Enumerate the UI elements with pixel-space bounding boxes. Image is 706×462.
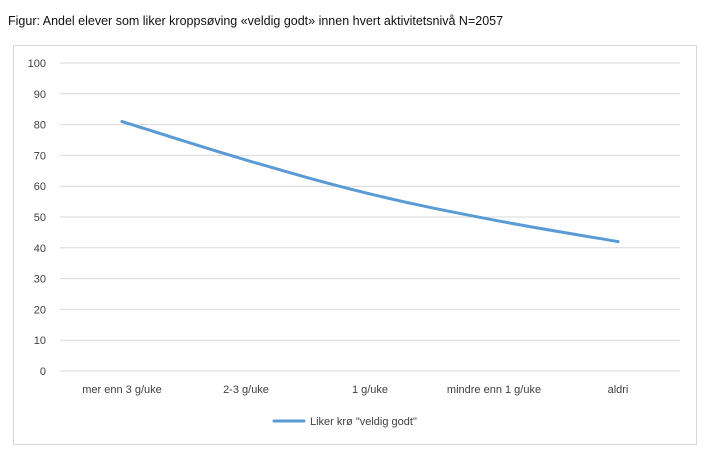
y-axis-ticks: 0 10 20 30 40 50 60 70 80 90 100 xyxy=(28,58,46,378)
x-axis-ticks: mer enn 3 g/uke 2-3 g/uke 1 g/uke mindre en… xyxy=(82,384,628,396)
y-tick-label: 60 xyxy=(34,181,46,193)
y-tick-label: 40 xyxy=(34,243,46,255)
data-point xyxy=(120,120,124,124)
y-tick-label: 80 xyxy=(34,120,46,132)
x-tick-label: mindre enn 1 g/uke xyxy=(447,384,541,396)
data-point xyxy=(244,158,248,162)
y-tick-label: 10 xyxy=(34,335,46,347)
data-point xyxy=(492,218,496,222)
data-point xyxy=(368,192,372,196)
y-tick-label: 70 xyxy=(34,150,46,162)
series-group xyxy=(120,120,620,244)
x-tick-label: aldri xyxy=(608,384,629,396)
legend-label: Liker krø "veldig godt" xyxy=(310,416,417,428)
x-tick-label: 1 g/uke xyxy=(352,384,388,396)
y-tick-label: 30 xyxy=(34,274,46,286)
x-tick-label: 2-3 g/uke xyxy=(223,384,269,396)
y-tick-label: 20 xyxy=(34,304,46,316)
chart-area xyxy=(13,45,697,445)
gridlines xyxy=(60,62,680,372)
figure-caption: Figur: Andel elever som liker kroppsøvin… xyxy=(8,14,504,28)
y-tick-label: 90 xyxy=(34,89,46,101)
y-tick-label: 0 xyxy=(40,366,46,378)
series-line xyxy=(120,120,620,244)
data-point xyxy=(616,240,620,244)
y-tick-label: 50 xyxy=(34,212,46,224)
x-tick-label: mer enn 3 g/uke xyxy=(82,384,162,396)
y-tick-label: 100 xyxy=(28,58,46,70)
legend: Liker krø "veldig godt" xyxy=(272,416,417,428)
